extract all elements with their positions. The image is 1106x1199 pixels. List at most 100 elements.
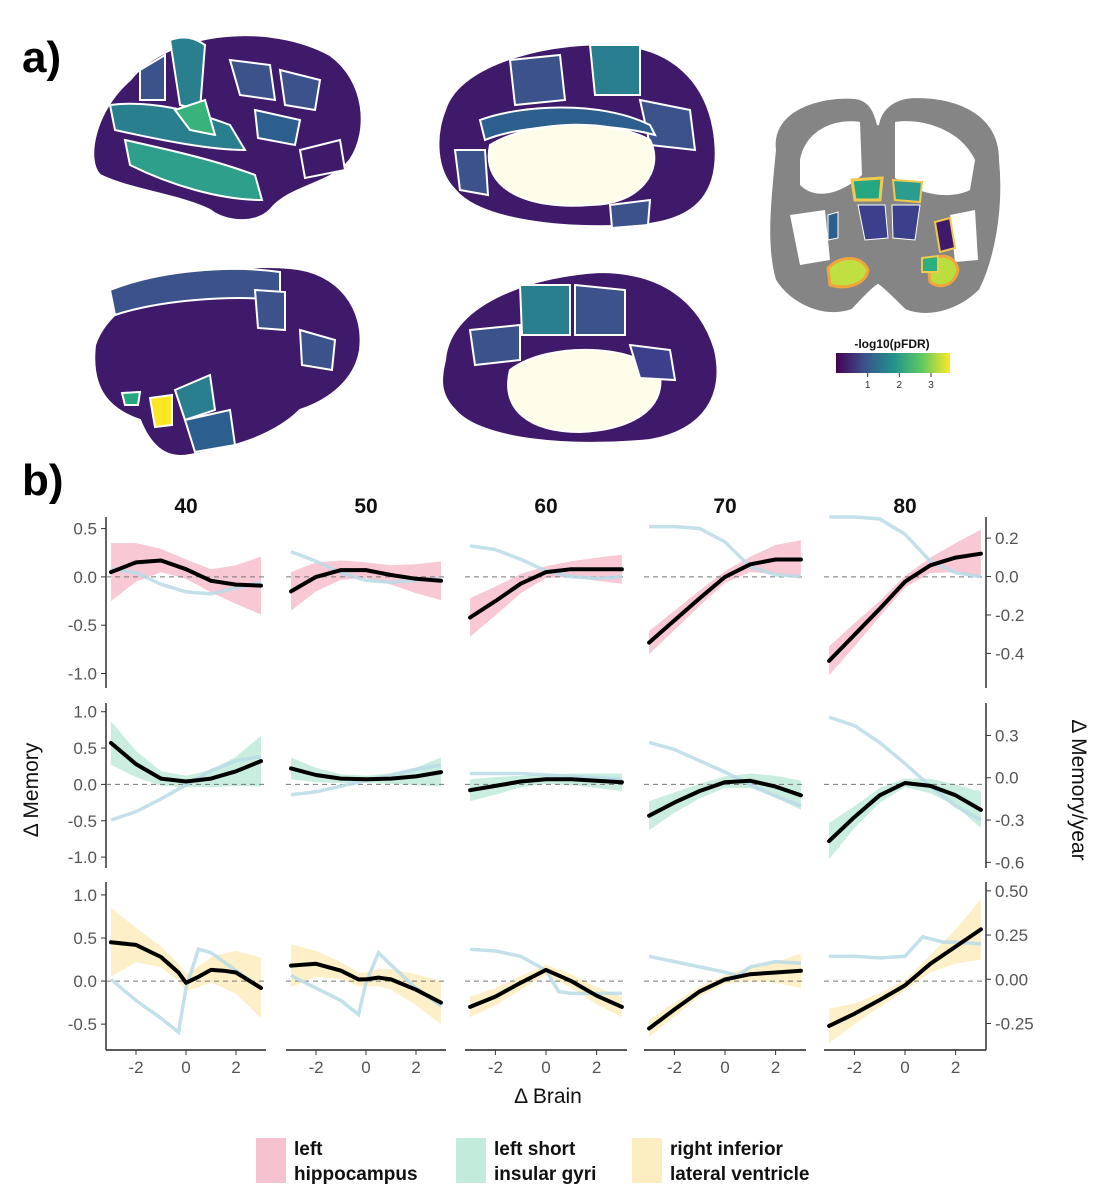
memory-fit-line (468, 967, 624, 1009)
y-tick-label-left: -1.0 (68, 665, 97, 684)
colorbar-gradient (836, 353, 950, 373)
memory-fit-line (109, 558, 263, 588)
confidence-band (470, 554, 622, 637)
y-tick-label-right: -0.2 (995, 606, 1024, 625)
memory-fit-line (647, 778, 803, 818)
facet-panel-2-40: -2 0 2 (106, 907, 266, 1077)
y-tick-label-right: 0.3 (995, 726, 1019, 745)
rate-line (828, 715, 982, 822)
confidence-band (829, 778, 981, 860)
facet-panel-2-60: -2 0 2 (465, 947, 627, 1077)
y-tick-label-right: -0.6 (995, 853, 1024, 872)
rate-line (290, 949, 443, 1018)
legend-label-ventricle-line1: right inferior (670, 1139, 784, 1160)
facet-row-0: 0.5 0.0 -0.5 -1.0 0.2 0.0 -0.2 -0.4 (68, 515, 1024, 688)
y-tick-label-right: -0.3 (995, 811, 1024, 830)
memory-fit-line (109, 940, 263, 990)
x-tick-label: 2 (951, 1058, 960, 1077)
memory-fit-line (827, 927, 983, 1028)
rate-line (648, 954, 802, 978)
legend-label-ventricle-line2: lateral ventricle (670, 1164, 809, 1185)
confidence-band (111, 543, 261, 615)
colorbar: -log10(pFDR) 1 2 3 (836, 337, 950, 391)
rate-line (649, 524, 802, 579)
confidence-band (649, 773, 801, 831)
x-axis-title: Δ Brain (514, 1085, 582, 1108)
facet-grid: 0.5 0.0 -0.5 -1.0 0.2 0.0 -0.2 -0.4 1.0 0.5 0.0 -0.… (68, 515, 1034, 1077)
y-tick-label-left: 1.0 (73, 886, 97, 905)
y-tick-label-left: -0.5 (68, 812, 97, 831)
y-tick-label-right: -0.25 (995, 1014, 1034, 1033)
y-tick-label-right: 0.0 (995, 769, 1019, 788)
x-tick-label: 0 (541, 1058, 550, 1077)
facet-panel-1-40 (106, 721, 266, 822)
x-tick-label: -2 (308, 1058, 323, 1077)
y-axis-title-left: Δ Memory (20, 742, 43, 837)
y-axis-title-right: Δ Memory/year (1067, 719, 1090, 860)
legend-swatch-insular (456, 1138, 486, 1183)
rate-line (110, 754, 262, 822)
brain-lateral-bottom (93, 266, 362, 457)
facet-panel-2-50: -2 0 2 (286, 944, 446, 1077)
legend-item-hippocampus: left hippocampus (256, 1138, 418, 1185)
colorbar-title: -log10(pFDR) (854, 337, 929, 351)
x-tick-label: -2 (847, 1058, 862, 1077)
x-tick-label: -2 (488, 1058, 503, 1077)
brain-medial-bottom (441, 270, 719, 444)
confidence-band (111, 721, 261, 788)
x-tick-label: 0 (900, 1058, 909, 1077)
confidence-band (291, 560, 441, 611)
y-tick-label-left: 0.5 (73, 929, 97, 948)
panel-a-label: a) (22, 33, 61, 82)
memory-fit-line (289, 766, 443, 782)
colorbar-tick-label: 2 (897, 380, 903, 391)
rate-line (648, 740, 802, 808)
memory-fit-line (289, 961, 443, 1005)
x-tick-label: -2 (667, 1058, 682, 1077)
legend-label-hippocampus-line2: hippocampus (294, 1164, 418, 1185)
facet-title-80: 80 (893, 495, 916, 518)
confidence-band (111, 907, 261, 1019)
y-tick-label-right: 0.00 (995, 970, 1028, 989)
y-tick-label-left: 0.0 (73, 972, 97, 991)
rate-line (829, 934, 982, 960)
x-tick-label: 0 (720, 1058, 729, 1077)
y-tick-label-left: 0.0 (73, 568, 97, 587)
y-tick-label-right: -0.4 (995, 644, 1024, 663)
x-tick-label: 2 (592, 1058, 601, 1077)
y-tick-label-left: 0.5 (73, 739, 97, 758)
facet-title-60: 60 (534, 495, 557, 518)
y-tick-label-right: 0.2 (995, 529, 1019, 548)
facet-panel-0-70 (644, 524, 806, 655)
legend-swatch-hippocampus (256, 1138, 286, 1183)
y-tick-label-right: 0.0 (995, 568, 1019, 587)
colorbar-tick-label: 1 (865, 380, 871, 391)
confidence-band (829, 899, 981, 1044)
facet-row-1: 1.0 0.5 0.0 -0.5 -1.0 0.3 0.0 -0.3 -0.6 (68, 703, 1025, 873)
x-tick-label: 2 (771, 1058, 780, 1077)
y-tick-label-left: 0.0 (73, 775, 97, 794)
facet-panel-1-70 (644, 740, 806, 831)
memory-fit-line (468, 777, 624, 793)
legend-item-insular: left short insular gyri (456, 1138, 596, 1185)
x-tick-label: 2 (231, 1058, 240, 1077)
x-tick-label: 0 (181, 1058, 190, 1077)
colorbar-tick-label: 3 (928, 380, 934, 391)
rate-line (470, 771, 623, 781)
rate-line (110, 567, 262, 596)
facet-panel-0-40 (106, 543, 266, 615)
memory-fit-line (109, 741, 263, 784)
legend-label-insular-line2: insular gyri (494, 1164, 596, 1185)
facet-panel-1-50 (286, 757, 446, 797)
y-tick-label-right: 0.25 (995, 926, 1028, 945)
memory-fit-line (289, 568, 443, 594)
facet-panel-0-80 (824, 515, 986, 676)
memory-fit-line (827, 781, 983, 844)
facet-panel-2-70: -2 0 2 (644, 953, 806, 1077)
confidence-band (829, 529, 981, 676)
facet-title-70: 70 (713, 495, 736, 518)
y-tick-label-left: 1.0 (73, 703, 97, 722)
facet-title-40: 40 (174, 495, 197, 518)
colorbar-ticks: 1 2 3 (865, 373, 934, 391)
memory-fit-line (647, 557, 803, 645)
